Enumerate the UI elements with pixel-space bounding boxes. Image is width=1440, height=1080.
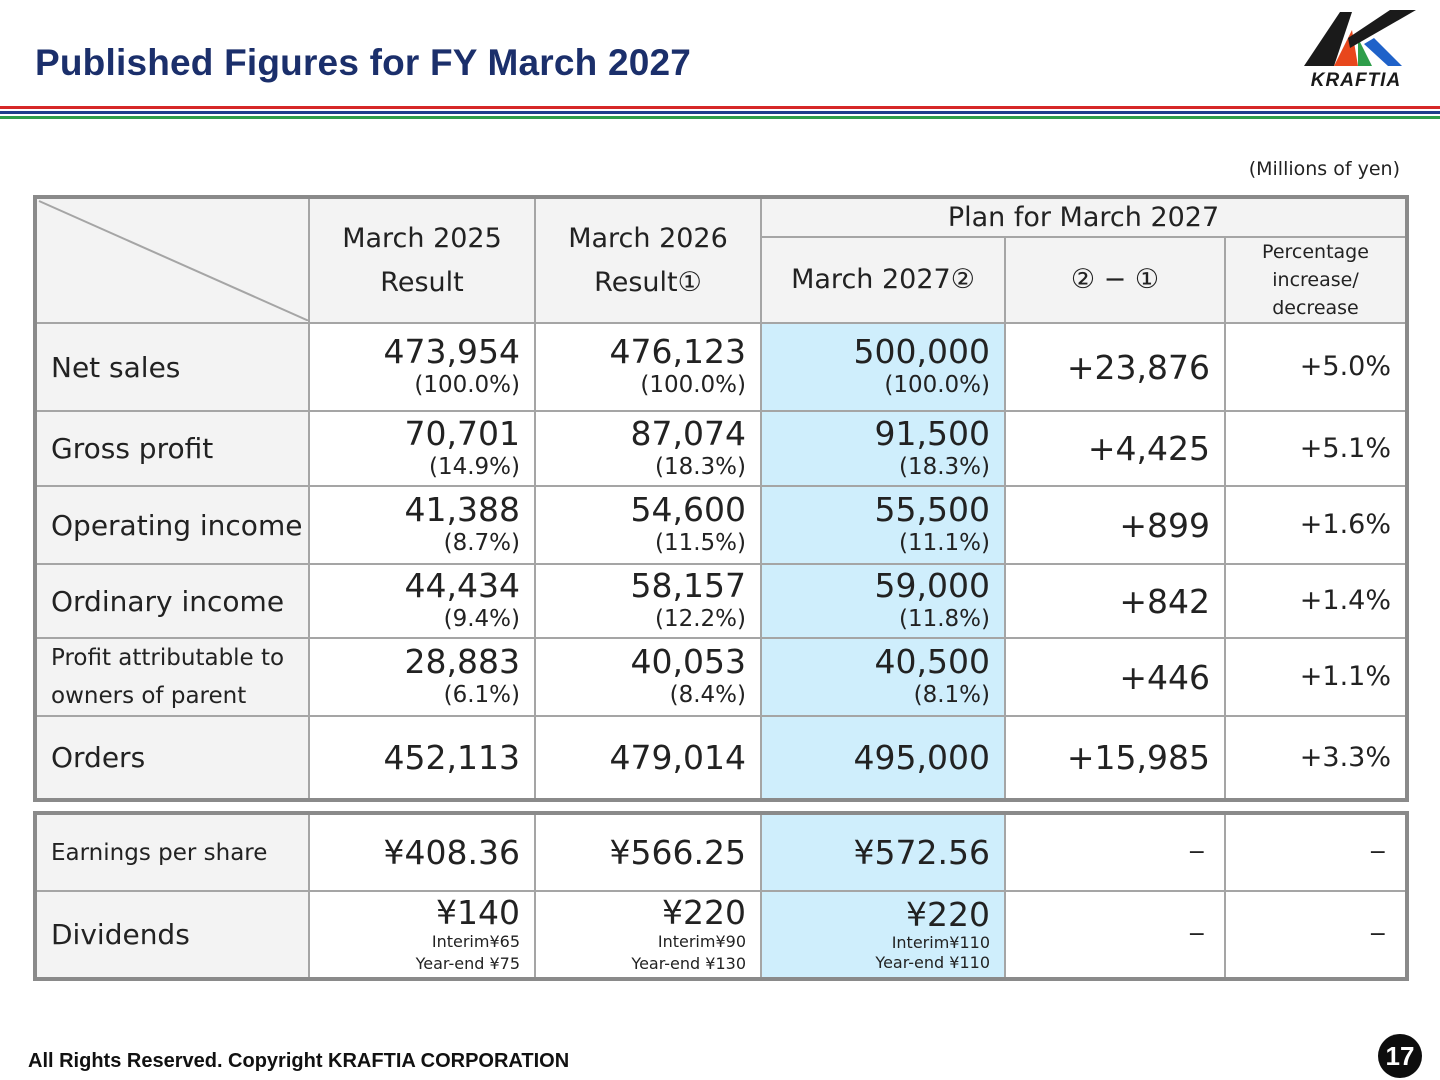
value-cell: 70,701 (14.9%) xyxy=(308,410,536,487)
row-label: Dividends xyxy=(34,890,310,980)
row-label: Ordinary income xyxy=(34,563,310,639)
value-cell: ¥408.36 xyxy=(308,812,536,892)
value-cell: 40,053 (8.4%) xyxy=(534,637,762,717)
table-row-net-sales: Net sales 473,954 (100.0%) 476,123 (100.0%… xyxy=(34,322,1408,412)
plan-value-cell: 40,500 (8.1%) xyxy=(760,637,1006,717)
percentage-cell: − xyxy=(1224,890,1408,980)
per-share-table: Earnings per share ¥408.36 ¥566.25 ¥572.… xyxy=(33,811,1409,981)
table-row-orders: Orders 452,113 479,014 495,000 +15,985 +… xyxy=(34,715,1408,801)
value-cell: 452,113 xyxy=(308,715,536,801)
row-label: Earnings per share xyxy=(34,812,310,892)
difference-cell: +842 xyxy=(1004,563,1226,639)
copyright-footer: All Rights Reserved. Copyright KRAFTIA C… xyxy=(28,1050,570,1072)
percentage-cell: +1.6% xyxy=(1224,485,1408,565)
col-header-difference: ② − ① xyxy=(1004,236,1226,324)
difference-cell: +23,876 xyxy=(1004,322,1226,412)
value-cell: 473,954 (100.0%) xyxy=(308,322,536,412)
financial-figures-table: March 2025 Result March 2026 Result① Pla… xyxy=(33,195,1409,802)
table-row-gross-profit: Gross profit 70,701 (14.9%) 87,074 (18.3%)… xyxy=(34,410,1408,487)
table-row-operating-income: Operating income 41,388 (8.7%) 54,600 (11.… xyxy=(34,485,1408,565)
table-row-eps: Earnings per share ¥408.36 ¥566.25 ¥572.… xyxy=(34,812,1408,892)
value-cell: 476,123 (100.0%) xyxy=(534,322,762,412)
percentage-cell: +5.0% xyxy=(1224,322,1408,412)
unit-note: (Millions of yen) xyxy=(1248,158,1400,180)
plan-group-header: Plan for March 2027 xyxy=(760,196,1408,238)
value-cell: 58,157 (12.2%) xyxy=(534,563,762,639)
difference-cell: − xyxy=(1004,812,1226,892)
value-cell: 479,014 xyxy=(534,715,762,801)
col-header-march-2027: March 2027② xyxy=(760,236,1006,324)
plan-value-cell: 500,000 (100.0%) xyxy=(760,322,1006,412)
kraftia-logo-icon xyxy=(1304,10,1416,66)
value-cell: 87,074 (18.3%) xyxy=(534,410,762,487)
difference-cell: +4,425 xyxy=(1004,410,1226,487)
row-label: Gross profit xyxy=(34,410,310,487)
value-cell: ¥140 Interim¥65 Year-end ¥75 xyxy=(308,890,536,980)
col-header-march-2026: March 2026 Result① xyxy=(534,196,762,324)
diagonal-line xyxy=(38,200,307,321)
logo-text: KRAFTIA xyxy=(1310,70,1402,91)
col-header-march-2025: March 2025 Result xyxy=(308,196,536,324)
percentage-cell: +1.1% xyxy=(1224,637,1408,717)
page-title: Published Figures for FY March 2027 xyxy=(35,42,692,83)
table-row-ordinary-income: Ordinary income 44,434 (9.4%) 58,157 (12.2… xyxy=(34,563,1408,639)
plan-value-cell: 59,000 (11.8%) xyxy=(760,563,1006,639)
table-row-dividends: Dividends ¥140 Interim¥65 Year-end ¥75 ¥… xyxy=(34,890,1408,980)
percentage-cell: +1.4% xyxy=(1224,563,1408,639)
difference-cell: +15,985 xyxy=(1004,715,1226,801)
row-label: Net sales xyxy=(34,322,310,412)
plan-value-cell: 495,000 xyxy=(760,715,1006,801)
plan-value-cell: ¥572.56 xyxy=(760,812,1006,892)
value-cell: 41,388 (8.7%) xyxy=(308,485,536,565)
corner-cell xyxy=(34,196,310,324)
percentage-cell: − xyxy=(1224,812,1408,892)
difference-cell: +446 xyxy=(1004,637,1226,717)
difference-cell: − xyxy=(1004,890,1226,980)
page-number-badge: 17 xyxy=(1378,1034,1422,1078)
plan-value-cell: 55,500 (11.1%) xyxy=(760,485,1006,565)
percentage-cell: +5.1% xyxy=(1224,410,1408,487)
value-cell: 28,883 (6.1%) xyxy=(308,637,536,717)
header-stripes xyxy=(0,106,1440,121)
value-cell: 44,434 (9.4%) xyxy=(308,563,536,639)
plan-value-cell: 91,500 (18.3%) xyxy=(760,410,1006,487)
plan-value-cell: ¥220 Interim¥110 Year-end ¥110 xyxy=(760,890,1006,980)
value-cell: ¥566.25 xyxy=(534,812,762,892)
value-cell: ¥220 Interim¥90 Year-end ¥130 xyxy=(534,890,762,980)
row-label: Operating income xyxy=(34,485,310,565)
table-row-profit-attributable: Profit attributable to owners of parent … xyxy=(34,637,1408,717)
percentage-cell: +3.3% xyxy=(1224,715,1408,801)
difference-cell: +899 xyxy=(1004,485,1226,565)
value-cell: 54,600 (11.5%) xyxy=(534,485,762,565)
row-label: Profit attributable to owners of parent xyxy=(34,637,310,717)
col-header-percentage: Percentage increase/ decrease xyxy=(1224,236,1408,324)
row-label: Orders xyxy=(34,715,310,801)
